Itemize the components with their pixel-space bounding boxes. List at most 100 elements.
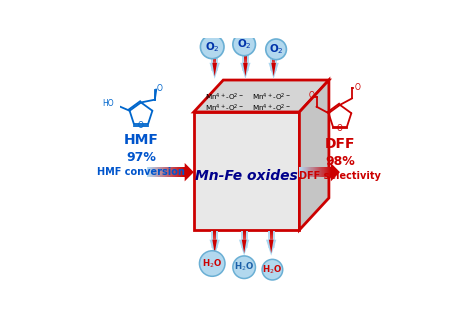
Bar <box>211 240 218 241</box>
Bar <box>211 236 218 237</box>
Bar <box>213 247 216 248</box>
Bar <box>211 56 218 57</box>
Bar <box>270 63 277 64</box>
Bar <box>242 59 249 60</box>
Bar <box>211 234 218 235</box>
Bar <box>241 239 247 240</box>
Text: Mn$^{4+}$-O$^{2-}$: Mn$^{4+}$-O$^{2-}$ <box>205 103 244 114</box>
Bar <box>156 167 157 177</box>
Bar <box>154 167 155 177</box>
Bar <box>211 66 218 67</box>
Bar <box>213 60 216 61</box>
Bar <box>211 245 218 246</box>
Bar <box>272 70 275 71</box>
Bar <box>328 167 329 177</box>
Bar <box>268 242 274 243</box>
Bar <box>272 56 275 57</box>
Bar <box>181 167 182 177</box>
Bar <box>172 167 173 177</box>
Bar <box>211 62 218 63</box>
Bar <box>244 69 247 70</box>
Bar <box>272 64 275 65</box>
Bar <box>242 60 249 61</box>
Bar <box>309 167 310 177</box>
Bar <box>180 167 181 177</box>
Text: DFF selectivity: DFF selectivity <box>299 171 381 181</box>
Polygon shape <box>210 63 220 79</box>
Bar <box>270 246 273 247</box>
Bar <box>270 243 273 244</box>
Bar <box>211 68 218 69</box>
Bar <box>330 167 331 177</box>
Bar <box>243 238 246 239</box>
Bar <box>319 167 320 177</box>
Bar <box>268 235 274 236</box>
Bar <box>153 167 154 177</box>
Polygon shape <box>212 63 217 76</box>
Bar <box>213 240 216 241</box>
Bar <box>243 247 246 248</box>
Bar <box>163 167 164 177</box>
Bar <box>243 239 246 240</box>
Bar <box>213 56 216 57</box>
Bar <box>184 167 185 177</box>
Bar <box>213 233 216 234</box>
Bar <box>157 167 158 177</box>
Bar <box>164 167 165 177</box>
Bar <box>213 58 216 59</box>
Bar <box>272 63 275 64</box>
Bar <box>243 235 246 236</box>
Bar <box>243 236 246 237</box>
Circle shape <box>233 256 255 278</box>
Text: O$_2$: O$_2$ <box>237 38 252 51</box>
Text: 98%: 98% <box>325 155 355 167</box>
Polygon shape <box>331 163 340 182</box>
Bar <box>213 68 216 69</box>
Bar <box>241 242 247 243</box>
Bar <box>241 233 247 234</box>
Bar <box>270 240 273 241</box>
Text: HMF: HMF <box>124 133 158 147</box>
Bar <box>300 167 301 177</box>
Bar <box>243 231 246 232</box>
Bar <box>243 232 246 233</box>
Bar <box>170 167 171 177</box>
Text: H$_2$O: H$_2$O <box>202 257 222 270</box>
Bar <box>213 241 216 242</box>
Bar <box>213 61 216 62</box>
Bar <box>213 235 216 236</box>
Bar <box>175 167 176 177</box>
Bar <box>268 245 274 246</box>
Bar <box>272 61 275 62</box>
Bar <box>168 167 169 177</box>
Bar <box>272 57 275 58</box>
Bar <box>270 235 273 236</box>
Bar <box>270 66 277 67</box>
Bar <box>303 167 304 177</box>
Bar <box>243 240 246 241</box>
Bar <box>270 56 277 57</box>
Bar <box>211 65 218 66</box>
Bar <box>243 233 246 234</box>
Bar <box>179 167 180 177</box>
Bar <box>302 167 303 177</box>
Bar <box>176 167 177 177</box>
Bar <box>272 67 275 68</box>
Bar <box>241 240 247 241</box>
Bar <box>270 60 277 61</box>
Polygon shape <box>266 240 276 256</box>
Circle shape <box>200 251 225 276</box>
Polygon shape <box>268 63 279 79</box>
Bar <box>270 233 273 234</box>
Bar <box>272 65 275 66</box>
Bar <box>211 238 218 239</box>
Bar <box>243 246 246 247</box>
Polygon shape <box>271 63 276 76</box>
Bar <box>242 62 249 63</box>
Bar <box>268 238 274 239</box>
Bar <box>270 68 277 69</box>
Bar <box>322 167 323 177</box>
Bar <box>242 70 249 71</box>
Bar <box>213 70 216 71</box>
Bar <box>241 244 247 245</box>
